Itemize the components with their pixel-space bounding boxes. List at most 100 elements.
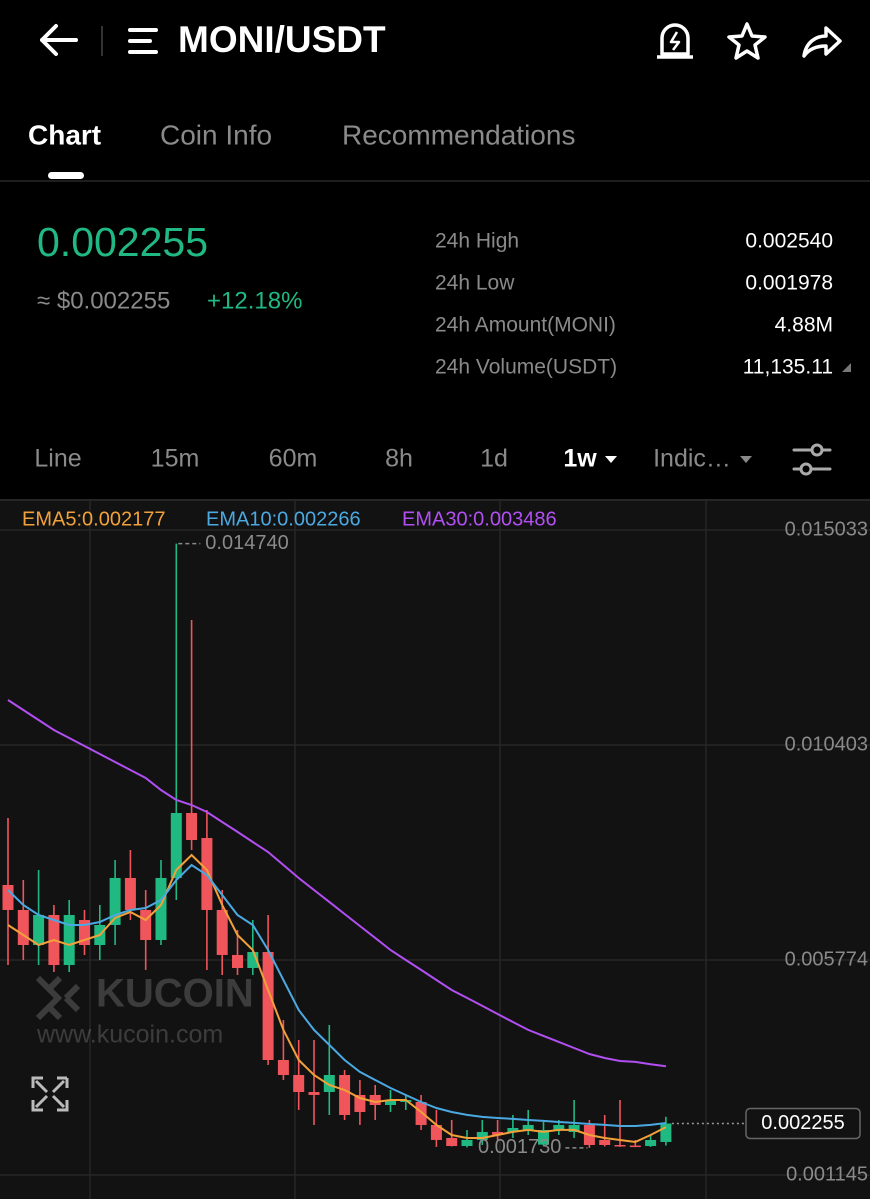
y-tick-label: 0.001145 bbox=[786, 1163, 868, 1185]
candle-body bbox=[216, 909, 228, 955]
last-price-label: 0.002255 bbox=[761, 1112, 844, 1134]
candle-body bbox=[492, 1131, 504, 1136]
stat-value: 0.001978 bbox=[745, 272, 833, 295]
candle-body bbox=[568, 1124, 580, 1132]
settings-knob bbox=[799, 462, 813, 476]
last-price-tag bbox=[745, 1107, 861, 1140]
tab-bar: Chart Coin Info Recommendations bbox=[28, 119, 575, 150]
tab[interactable]: Coin Info bbox=[160, 119, 272, 150]
y-tick-label: 0.010403 bbox=[785, 733, 868, 755]
candle-body bbox=[323, 1075, 335, 1092]
candle-body bbox=[430, 1124, 442, 1140]
pair-title: MONI/USDT bbox=[178, 19, 386, 60]
alert-icon bbox=[657, 23, 693, 59]
price-change: +12.18% bbox=[207, 287, 302, 314]
tab[interactable]: Chart bbox=[28, 119, 101, 150]
top-background bbox=[0, 0, 870, 500]
timeframe[interactable]: Indic… bbox=[653, 445, 731, 473]
candle-body bbox=[339, 1075, 351, 1115]
candle-body bbox=[308, 1091, 320, 1095]
share-button[interactable] bbox=[802, 26, 842, 58]
y-tick-label: 0.005774 bbox=[785, 948, 868, 970]
timeframe[interactable]: Line bbox=[34, 445, 81, 473]
candle-body bbox=[599, 1139, 611, 1145]
candle-body bbox=[461, 1139, 473, 1147]
timeframe-bar: Line 15m 60m 8h 1d 1w Indic… bbox=[34, 445, 752, 473]
candle-body bbox=[170, 812, 182, 878]
candle-body bbox=[140, 909, 152, 940]
timeframe[interactable]: 60m bbox=[269, 445, 318, 473]
candle-body bbox=[186, 812, 198, 840]
stats-panel: 24h High 0.002540 24h Low 0.001978 24h Amoun… bbox=[435, 230, 833, 379]
candle-body bbox=[277, 1059, 289, 1075]
timeframe[interactable]: 1w bbox=[563, 445, 597, 473]
dropdown-caret bbox=[605, 456, 617, 463]
candle-body bbox=[538, 1129, 549, 1145]
settings-knob bbox=[810, 443, 824, 457]
alert-button[interactable] bbox=[657, 23, 693, 59]
timeframe[interactable]: 15m bbox=[151, 445, 200, 473]
chart-background bbox=[0, 500, 870, 1199]
candle-body bbox=[645, 1139, 657, 1147]
low-label: 0.001730 bbox=[478, 1136, 561, 1158]
watermark-brand: KUCOIN bbox=[96, 972, 254, 1016]
fiat-price: ≈ $0.002255 bbox=[37, 287, 170, 314]
timeframe[interactable]: 1d bbox=[480, 445, 508, 473]
stat-value: 0.002540 bbox=[745, 230, 833, 253]
candle-body bbox=[63, 914, 75, 966]
ema-line bbox=[7, 863, 667, 1127]
candle-body bbox=[522, 1124, 534, 1130]
plot: 0.015033 0.010403 0.005774 0.001145 EMA5:0.0… bbox=[0, 508, 870, 1185]
candle-body bbox=[79, 920, 90, 945]
ema-line bbox=[7, 853, 667, 1144]
watermark-url: www.kucoin.com bbox=[36, 1021, 223, 1049]
candle-body bbox=[109, 877, 121, 925]
candle-body bbox=[476, 1131, 488, 1140]
candle-body bbox=[385, 1099, 396, 1106]
candle-body bbox=[629, 1145, 641, 1148]
chart-settings-button[interactable] bbox=[792, 443, 832, 476]
timeframe[interactable]: 8h bbox=[385, 445, 413, 473]
stat-label: 24h High bbox=[435, 230, 519, 253]
watermark: KUCOIN www.kucoin.com bbox=[35, 972, 254, 1049]
candle-body bbox=[507, 1127, 519, 1132]
candle-body bbox=[155, 877, 167, 940]
candle-body bbox=[232, 954, 243, 968]
candle-body bbox=[124, 877, 136, 910]
volume-caret bbox=[842, 363, 851, 372]
back-icon bbox=[40, 24, 78, 56]
stat-label: 24h Amount(MONI) bbox=[435, 314, 616, 337]
candle-body bbox=[553, 1124, 565, 1130]
y-tick-label: 0.015033 bbox=[785, 518, 868, 540]
stat-label: 24h Volume(USDT) bbox=[435, 356, 617, 379]
stat-label: 24h Low bbox=[435, 272, 515, 295]
active-tab-indicator bbox=[48, 172, 84, 179]
candle-body bbox=[33, 914, 45, 945]
candle-body bbox=[247, 952, 259, 968]
stat-value: 4.88M bbox=[775, 314, 833, 337]
menu-button[interactable] bbox=[128, 28, 158, 54]
candle-body bbox=[660, 1123, 672, 1142]
tab[interactable]: Recommendations bbox=[342, 119, 575, 150]
candle-body bbox=[354, 1094, 366, 1112]
fullscreen-button[interactable] bbox=[31, 1076, 69, 1112]
candle-body bbox=[614, 1144, 626, 1147]
favorite-button[interactable] bbox=[727, 22, 767, 60]
candle-body bbox=[369, 1094, 381, 1106]
candle-body bbox=[293, 1075, 305, 1092]
legend-entry: EMA30:0.003486 bbox=[402, 508, 557, 530]
candle-body bbox=[17, 909, 29, 945]
candle-body bbox=[415, 1101, 427, 1125]
candle-body bbox=[2, 884, 14, 910]
menu-icon bbox=[128, 28, 158, 54]
legend-entry: EMA10:0.002266 bbox=[206, 508, 361, 530]
high-label: 0.014740 bbox=[205, 532, 288, 554]
candle-body bbox=[262, 952, 274, 1060]
stat-value: 11,135.11 bbox=[743, 356, 833, 379]
ema-line bbox=[7, 699, 667, 1068]
back-button[interactable] bbox=[40, 24, 78, 56]
last-price: 0.002255 bbox=[37, 219, 208, 265]
